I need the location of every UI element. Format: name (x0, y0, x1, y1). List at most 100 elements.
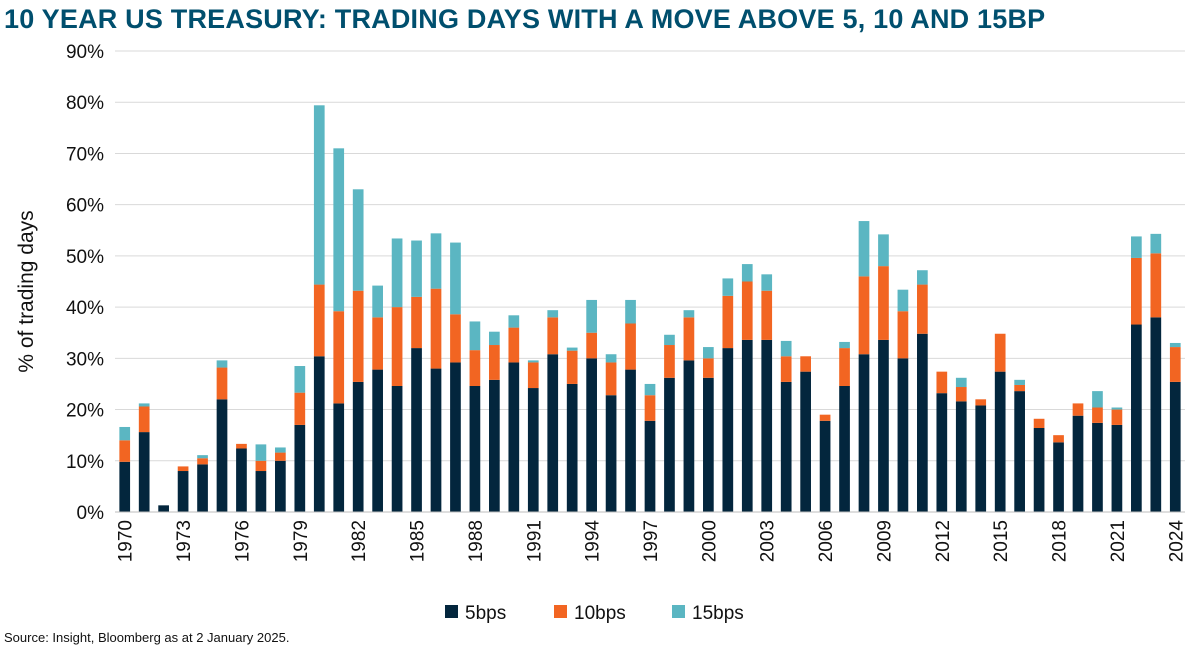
bar-10bps-1971 (138, 406, 150, 433)
bar-5bps-2000 (703, 377, 714, 512)
x-tick-label: 2009 (874, 520, 895, 562)
bar-5bps-1990 (508, 362, 520, 512)
x-tick-label: 1970 (116, 520, 137, 562)
bar-5bps-2006 (819, 420, 831, 512)
bar-15bps-1991 (527, 360, 539, 363)
bar-10bps-2023 (1150, 253, 1162, 318)
bar-10bps-1995 (605, 362, 617, 396)
bar-15bps-1999 (683, 310, 695, 318)
bar-5bps-1991 (527, 388, 539, 512)
bar-15bps-1970 (119, 426, 131, 441)
bar-10bps-2004 (780, 356, 792, 382)
bar-10bps-1977 (255, 460, 267, 472)
x-tick-label: 1985 (408, 520, 429, 562)
bar-10bps-1975 (216, 367, 228, 400)
bar-5bps-1998 (664, 377, 675, 512)
bar-15bps-2010 (897, 289, 909, 312)
legend-swatch-10bps (554, 605, 567, 618)
bar-5bps-1983 (372, 369, 383, 512)
bar-5bps-2022 (1131, 324, 1142, 512)
bar-10bps-2016 (1014, 384, 1025, 392)
bar-5bps-2019 (1072, 415, 1084, 512)
bar-5bps-1996 (625, 369, 636, 512)
x-tick-label: 2015 (991, 520, 1012, 562)
bar-5bps-1995 (605, 395, 617, 512)
y-tick-label: 10% (66, 452, 104, 473)
bar-15bps-1988 (469, 321, 481, 351)
bar-15bps-1994 (586, 299, 597, 333)
bar-10bps-2008 (858, 276, 870, 355)
bar-5bps-1987 (450, 362, 461, 512)
bar-5bps-1978 (275, 460, 286, 512)
bar-10bps-2014 (975, 399, 987, 406)
bar-10bps-2013 (955, 387, 967, 402)
bar-15bps-2022 (1131, 236, 1142, 258)
bar-15bps-2020 (1092, 391, 1103, 408)
bar-10bps-2022 (1131, 257, 1142, 325)
bars (119, 105, 1181, 512)
bar-5bps-2012 (936, 393, 948, 512)
bar-15bps-1993 (566, 347, 578, 351)
x-tick-label: 1979 (291, 520, 312, 562)
bar-15bps-2000 (703, 347, 714, 359)
bar-10bps-1980 (313, 284, 325, 357)
bar-10bps-2007 (839, 348, 850, 386)
bar-10bps-2011 (917, 284, 928, 334)
bar-5bps-2014 (975, 405, 987, 512)
bar-5bps-1973 (177, 471, 189, 512)
bar-5bps-1980 (313, 356, 325, 512)
bar-10bps-1982 (352, 290, 364, 382)
bar-5bps-2004 (780, 381, 792, 512)
source-note: Source: Insight, Bloomberg as at 2 Janua… (4, 630, 290, 645)
bar-10bps-1973 (177, 466, 189, 472)
bar-15bps-1989 (489, 331, 500, 346)
bar-10bps-2010 (897, 311, 909, 359)
bar-15bps-2011 (917, 270, 928, 285)
x-tick-label: 2024 (1166, 520, 1187, 563)
bar-10bps-1974 (197, 458, 208, 465)
legend-swatch-5bps (445, 605, 458, 618)
bar-15bps-1986 (430, 233, 442, 289)
bar-10bps-2024 (1169, 347, 1181, 382)
bar-5bps-2023 (1150, 317, 1162, 512)
bar-10bps-2012 (936, 371, 948, 394)
bar-5bps-1975 (216, 399, 228, 512)
bar-5bps-2002 (741, 339, 753, 512)
x-tick-label: 1994 (583, 520, 604, 563)
bar-5bps-2018 (1053, 442, 1064, 512)
bar-15bps-2002 (741, 264, 753, 282)
bar-15bps-1975 (216, 360, 228, 368)
x-axis-ticks: 1970 1973 1976 1979 1982 1985 1988 1991 1994 1997… (116, 520, 1188, 563)
bar-10bps-1981 (333, 311, 345, 404)
legend: 5bps 10bps 15bps (445, 603, 744, 624)
bar-10bps-1989 (489, 345, 500, 380)
bar-15bps-1979 (294, 366, 306, 393)
bar-10bps-1992 (547, 317, 559, 355)
x-tick-label: 1982 (349, 520, 370, 562)
bar-5bps-2010 (897, 358, 909, 512)
bar-5bps-1976 (236, 448, 247, 512)
bar-5bps-1974 (197, 464, 208, 512)
bar-5bps-1970 (119, 461, 131, 512)
bar-10bps-2000 (703, 358, 714, 378)
y-axis-label: % of trading days (15, 210, 38, 372)
bar-15bps-2023 (1150, 233, 1162, 254)
bar-15bps-2001 (722, 278, 734, 296)
y-tick-label: 80% (66, 93, 104, 114)
bar-10bps-1996 (625, 323, 636, 370)
bar-15bps-1981 (333, 148, 345, 312)
bar-5bps-2011 (917, 333, 928, 512)
bar-10bps-1970 (119, 440, 131, 462)
bar-15bps-1971 (138, 403, 150, 407)
bar-15bps-1983 (372, 285, 383, 318)
bar-10bps-2005 (800, 356, 811, 372)
bar-10bps-2001 (722, 295, 734, 349)
bar-5bps-2017 (1033, 427, 1045, 512)
legend-swatch-15bps (672, 605, 685, 618)
bar-10bps-1986 (430, 288, 442, 369)
bar-15bps-2009 (878, 234, 889, 267)
bar-5bps-1986 (430, 368, 442, 512)
bar-15bps-2013 (955, 377, 967, 388)
bar-15bps-2007 (839, 341, 850, 349)
